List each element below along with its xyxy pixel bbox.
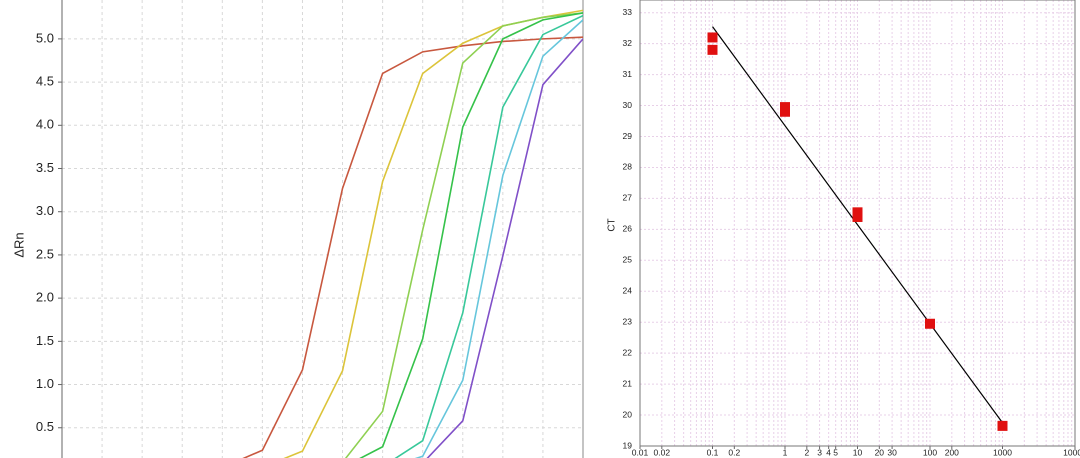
x-tick-label: 4: [826, 447, 831, 457]
y-tick-label: 33: [623, 7, 633, 17]
y-tick-label: 4.5: [36, 74, 54, 89]
y-tick-label: 1.5: [36, 333, 54, 348]
x-tick-label: 30: [887, 447, 897, 457]
x-tick-label: 100: [923, 447, 937, 457]
amplification-curve: [242, 36, 583, 458]
x-tick-label: 0.2: [728, 447, 740, 457]
data-point: [707, 32, 718, 43]
x-tick-label: 1: [783, 447, 788, 457]
y-axis-label: ΔRn: [11, 232, 26, 257]
data-point: [707, 44, 718, 55]
y-tick-label: 30: [623, 100, 633, 110]
y-tick-label: 5.0: [36, 30, 54, 45]
y-tick-label: 27: [623, 193, 633, 203]
y-tick-label: 29: [623, 131, 633, 141]
fit-line: [712, 26, 1003, 424]
amplification-curve: [283, 9, 583, 458]
data-point: [925, 318, 935, 329]
y-tick-label: 20: [623, 409, 633, 419]
x-tick-label: 2: [804, 447, 809, 457]
y-tick-label: 21: [623, 378, 633, 388]
data-point: [852, 211, 863, 222]
x-tick-label: 10: [853, 447, 863, 457]
data-point: [780, 106, 790, 117]
y-tick-label: 26: [623, 224, 633, 234]
y-tick-label: 2.5: [36, 246, 54, 261]
amplification-plot: ΔRn 0.5 1.0 1.5 2.0 2.5 3.0 3.5 4.0 4.5 5.0: [11, 0, 584, 458]
y-tick-label: 32: [623, 38, 633, 48]
y-axis-label: CT: [607, 218, 618, 231]
y-tick-label: 4.0: [36, 117, 54, 132]
x-tick-label: 0.1: [707, 447, 719, 457]
y-tick-label: 24: [623, 286, 633, 296]
y-tick-label: 2.0: [36, 290, 54, 305]
y-tick-label: 3.5: [36, 160, 54, 175]
amplification-curve: [394, 14, 583, 458]
y-tick-label: 28: [623, 162, 633, 172]
x-tick-label: 10000: [1063, 447, 1080, 457]
amplification-curve: [426, 38, 583, 458]
plot-frame: [639, 0, 1076, 447]
y-tick-label: 31: [623, 69, 633, 79]
x-tick-label: 1000: [993, 447, 1012, 457]
y-tick-label: 1.0: [36, 376, 54, 391]
x-tick-label: 5: [833, 447, 838, 457]
y-tick-label: 25: [623, 255, 633, 265]
amplification-curve: [344, 12, 583, 458]
amplification-curve: [414, 19, 583, 458]
x-tick-label: 0.01: [632, 447, 649, 457]
x-tick-label: 3: [817, 447, 822, 457]
data-point: [997, 420, 1008, 431]
plot-area: [242, 9, 583, 458]
y-tick-label: 0.5: [36, 419, 54, 434]
amplification-curve: [359, 12, 583, 458]
y-tick-label: 19: [623, 440, 633, 450]
y-tick-label: 22: [623, 347, 633, 357]
x-tick-label: 20: [875, 447, 885, 457]
y-tick-label: 23: [623, 316, 633, 326]
x-tick-label: 0.02: [654, 447, 671, 457]
x-tick-label: 200: [945, 447, 959, 457]
y-tick-label: 3.0: [36, 203, 54, 218]
